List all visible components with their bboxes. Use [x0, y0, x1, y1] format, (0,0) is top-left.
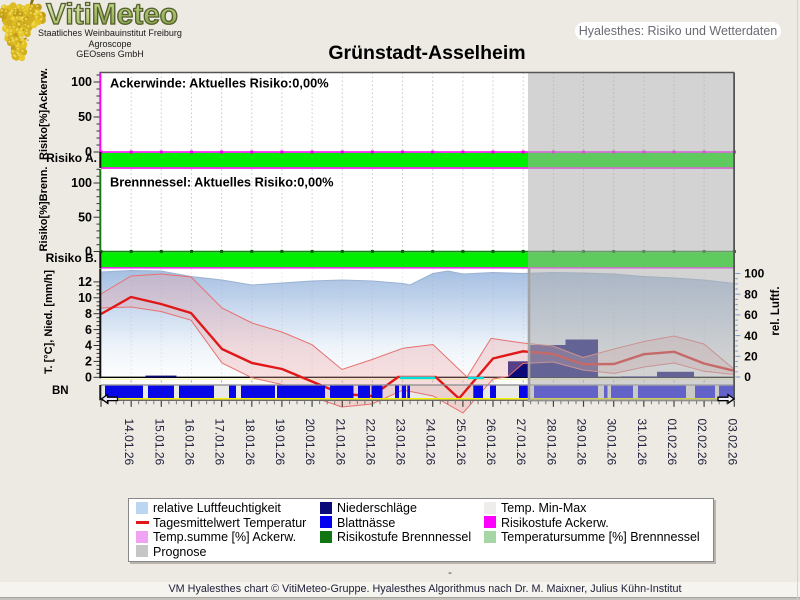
svg-text:4: 4: [85, 339, 92, 353]
svg-text:02.02.26: 02.02.26: [695, 419, 709, 466]
svg-text:17.01.26: 17.01.26: [213, 419, 227, 466]
svg-text:15.01.26: 15.01.26: [152, 419, 166, 466]
svg-text:03.02.26: 03.02.26: [725, 419, 739, 466]
svg-text:Ackerwinde: Aktuelles Risiko:0: Ackerwinde: Aktuelles Risiko:0,00%: [110, 76, 329, 91]
svg-text:0: 0: [85, 371, 92, 385]
svg-text:12: 12: [78, 275, 92, 289]
svg-text:23.01.26: 23.01.26: [394, 419, 408, 466]
svg-text:BN: BN: [52, 385, 69, 397]
svg-text:T. [°C], Nied. [mm/h]: T. [°C], Nied. [mm/h]: [43, 270, 55, 374]
svg-text:Risiko B.: Risiko B.: [46, 251, 97, 265]
svg-text:Risiko[%]Ackerw.: Risiko[%]Ackerw.: [38, 68, 50, 160]
svg-text:28.01.26: 28.01.26: [544, 419, 558, 466]
svg-text:8: 8: [85, 307, 92, 321]
svg-text:27.01.26: 27.01.26: [514, 419, 528, 466]
svg-text:0: 0: [744, 370, 751, 384]
svg-text:20: 20: [744, 350, 758, 364]
svg-text:25.01.26: 25.01.26: [454, 419, 468, 466]
svg-text:14.01.26: 14.01.26: [122, 419, 136, 466]
svg-text:100: 100: [744, 267, 764, 281]
svg-text:16.01.26: 16.01.26: [183, 419, 197, 466]
svg-text:rel. Luftf.: rel. Luftf.: [770, 286, 782, 335]
svg-text:Risiko[%]Brenn.: Risiko[%]Brenn.: [38, 167, 50, 252]
svg-text:30.01.26: 30.01.26: [605, 419, 619, 466]
svg-text:80: 80: [744, 287, 758, 301]
svg-text:60: 60: [744, 308, 758, 322]
svg-text:50: 50: [78, 110, 92, 124]
svg-text:26.01.26: 26.01.26: [484, 419, 498, 466]
svg-text:Brennnessel: Aktuelles Risiko:: Brennnessel: Aktuelles Risiko:0,00%: [110, 175, 334, 190]
svg-text:100: 100: [71, 176, 92, 190]
svg-text:0: 0: [85, 145, 92, 159]
svg-text:19.01.26: 19.01.26: [273, 419, 287, 466]
svg-text:22.01.26: 22.01.26: [363, 419, 377, 466]
svg-text:2: 2: [85, 355, 92, 369]
svg-text:18.01.26: 18.01.26: [243, 419, 257, 466]
svg-text:24.01.26: 24.01.26: [424, 419, 438, 466]
svg-text:Risiko A.: Risiko A.: [46, 151, 97, 165]
svg-text:21.01.26: 21.01.26: [333, 419, 347, 466]
svg-text:50: 50: [78, 211, 92, 225]
svg-text:0: 0: [85, 245, 92, 259]
svg-text:6: 6: [85, 323, 92, 337]
svg-text:100: 100: [71, 75, 92, 89]
svg-text:01.02.26: 01.02.26: [665, 419, 679, 466]
svg-text:29.01.26: 29.01.26: [575, 419, 589, 466]
svg-text:20.01.26: 20.01.26: [303, 419, 317, 466]
svg-text:10: 10: [78, 291, 92, 305]
svg-text:40: 40: [744, 329, 758, 343]
svg-text:31.01.26: 31.01.26: [635, 419, 649, 466]
